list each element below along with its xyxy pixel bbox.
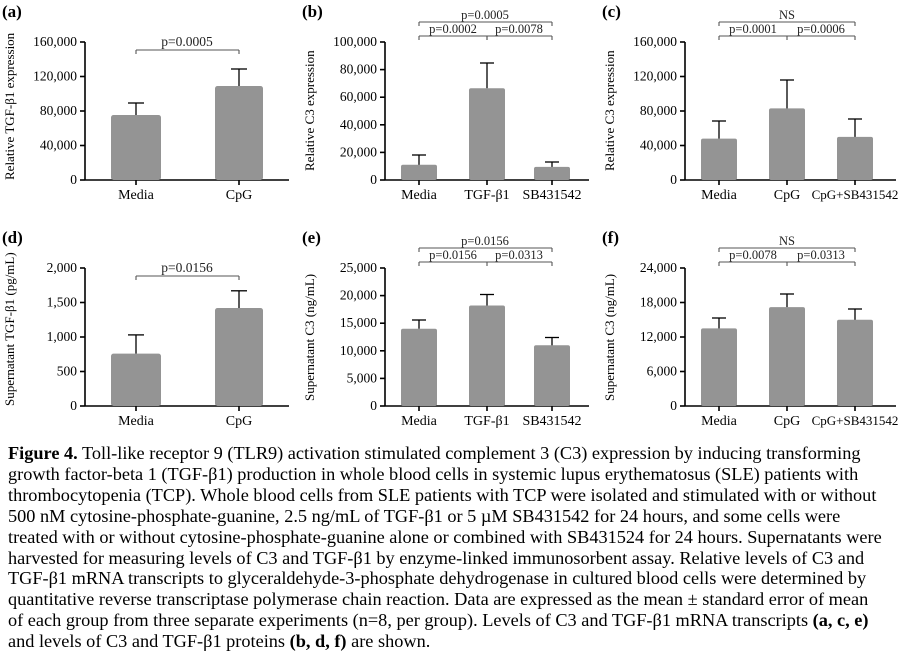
svg-text:Media: Media	[701, 414, 738, 429]
svg-text:1,500: 1,500	[47, 295, 78, 310]
svg-text:10,000: 10,000	[340, 343, 377, 358]
svg-text:0: 0	[370, 172, 377, 187]
svg-text:0: 0	[70, 172, 77, 187]
svg-text:40,000: 40,000	[640, 138, 677, 153]
svg-text:p=0.0005: p=0.0005	[461, 8, 509, 22]
svg-text:p=0.0156: p=0.0156	[161, 260, 213, 275]
svg-text:80,000: 80,000	[40, 103, 77, 118]
svg-text:SB431542: SB431542	[522, 188, 581, 203]
svg-text:CpG+SB431542: CpG+SB431542	[812, 187, 899, 202]
svg-text:TGF-β1: TGF-β1	[464, 188, 509, 203]
svg-text:Media: Media	[401, 188, 438, 203]
svg-text:p=0.0002: p=0.0002	[429, 22, 477, 36]
svg-text:CpG+SB431542: CpG+SB431542	[812, 413, 899, 428]
svg-text:24,000: 24,000	[640, 260, 677, 275]
svg-text:CpG: CpG	[226, 188, 252, 203]
svg-text:160,000: 160,000	[633, 34, 677, 49]
svg-text:p=0.0005: p=0.0005	[161, 34, 213, 49]
svg-text:0: 0	[70, 398, 77, 413]
svg-text:p=0.0313: p=0.0313	[797, 248, 845, 262]
svg-text:Media: Media	[701, 188, 738, 203]
svg-text:5,000: 5,000	[347, 370, 378, 385]
svg-text:CpG: CpG	[774, 188, 800, 203]
svg-text:SB431542: SB431542	[522, 414, 581, 429]
svg-text:TGF-β1: TGF-β1	[464, 414, 509, 429]
svg-text:p=0.0156: p=0.0156	[429, 248, 477, 262]
svg-text:p=0.0313: p=0.0313	[495, 248, 543, 262]
svg-text:40,000: 40,000	[40, 138, 77, 153]
svg-text:NS: NS	[779, 234, 795, 248]
svg-text:18,000: 18,000	[640, 295, 677, 310]
svg-text:160,000: 160,000	[33, 34, 77, 49]
svg-text:15,000: 15,000	[340, 315, 377, 330]
svg-text:Media: Media	[118, 414, 155, 429]
svg-text:100,000: 100,000	[333, 34, 377, 49]
svg-text:1,000: 1,000	[47, 329, 78, 344]
svg-text:p=0.0078: p=0.0078	[729, 248, 777, 262]
svg-text:80,000: 80,000	[640, 103, 677, 118]
svg-text:120,000: 120,000	[33, 69, 77, 84]
svg-text:20,000: 20,000	[340, 288, 377, 303]
svg-text:120,000: 120,000	[633, 69, 677, 84]
svg-text:0: 0	[670, 172, 677, 187]
svg-text:Media: Media	[118, 188, 155, 203]
svg-text:6,000: 6,000	[647, 364, 678, 379]
svg-text:80,000: 80,000	[340, 62, 377, 77]
svg-text:25,000: 25,000	[340, 260, 377, 275]
svg-text:20,000: 20,000	[340, 144, 377, 159]
svg-text:p=0.0006: p=0.0006	[797, 22, 845, 36]
svg-text:40,000: 40,000	[340, 117, 377, 132]
svg-text:12,000: 12,000	[640, 329, 677, 344]
svg-text:0: 0	[370, 398, 377, 413]
svg-text:2,000: 2,000	[47, 260, 78, 275]
svg-text:NS: NS	[779, 8, 795, 22]
svg-text:500: 500	[57, 364, 78, 379]
svg-text:60,000: 60,000	[340, 89, 377, 104]
svg-text:p=0.0078: p=0.0078	[495, 22, 543, 36]
svg-text:CpG: CpG	[774, 414, 800, 429]
svg-text:Media: Media	[401, 414, 438, 429]
svg-text:p=0.0001: p=0.0001	[729, 22, 777, 36]
svg-text:p=0.0156: p=0.0156	[461, 234, 509, 248]
svg-text:CpG: CpG	[226, 414, 252, 429]
svg-text:0: 0	[670, 398, 677, 413]
